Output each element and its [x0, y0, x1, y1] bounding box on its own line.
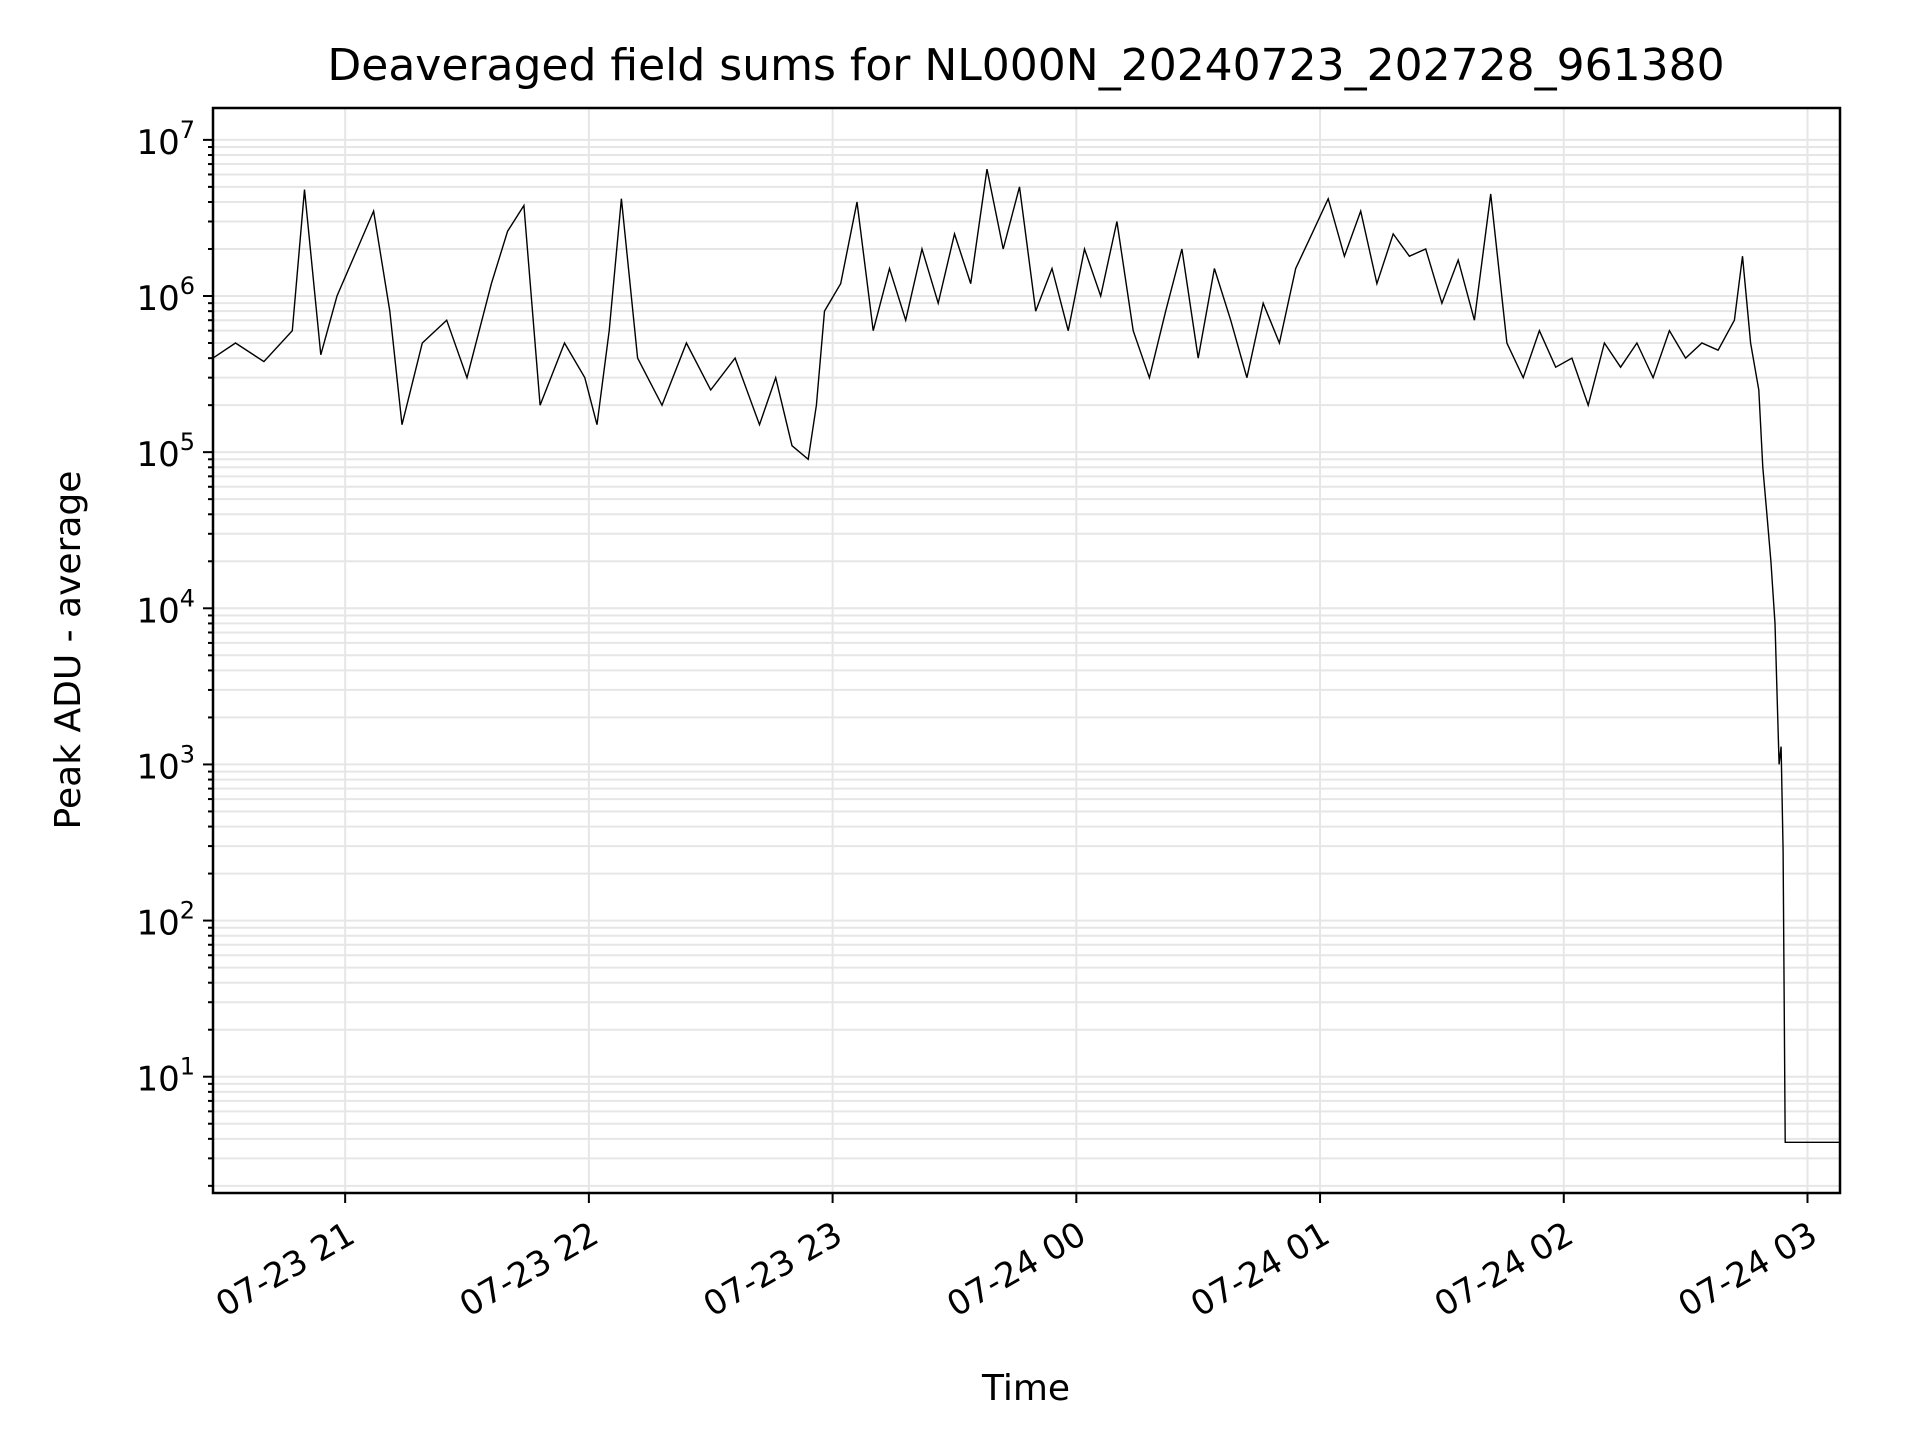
y-tick-exponent: 5: [180, 428, 195, 456]
y-tick-label: 107: [136, 116, 195, 163]
y-tick-exponent: 6: [180, 272, 195, 300]
x-tick-label: 07-23 21: [209, 1214, 361, 1325]
y-tick-exponent: 7: [180, 116, 195, 144]
series-layer: [212, 168, 1840, 1144]
chart-title: Deaveraged field sums for NL000N_2024072…: [327, 40, 1724, 91]
grid-layer: [213, 108, 1840, 1193]
x-tick-label: 07-24 03: [1672, 1214, 1824, 1325]
x-tick-label: 07-24 00: [940, 1214, 1092, 1325]
y-tick-base: 10: [136, 435, 179, 475]
y-tick-label: 101: [136, 1053, 195, 1100]
y-tick-label: 102: [136, 897, 195, 944]
y-axis-label: Peak ADU - average: [48, 471, 89, 830]
x-tick-label: 07-23 22: [453, 1214, 605, 1325]
y-tick-base: 10: [136, 591, 179, 631]
series-line: [212, 168, 1840, 1144]
x-tick-label: 07-23 23: [697, 1214, 849, 1325]
y-tick-base: 10: [136, 279, 179, 319]
y-tick-exponent: 3: [180, 740, 195, 768]
y-tick-label: 103: [136, 740, 195, 787]
y-tick-label: 105: [136, 428, 195, 475]
x-tick-label: 07-24 02: [1428, 1214, 1580, 1325]
y-tick-base: 10: [136, 747, 179, 787]
y-tick-base: 10: [136, 904, 179, 944]
y-tick-base: 10: [136, 123, 179, 163]
y-tick-exponent: 2: [180, 897, 195, 925]
y-tick-label: 106: [136, 272, 195, 319]
plot-frame: [211, 106, 1842, 1195]
y-tick-base: 10: [136, 1060, 179, 1100]
x-tick-label: 07-24 01: [1184, 1214, 1336, 1325]
y-tick-exponent: 4: [180, 584, 195, 612]
y-tick-exponent: 1: [180, 1053, 195, 1081]
y-tick-label: 104: [136, 584, 195, 631]
x-axis-label: Time: [981, 1368, 1070, 1409]
